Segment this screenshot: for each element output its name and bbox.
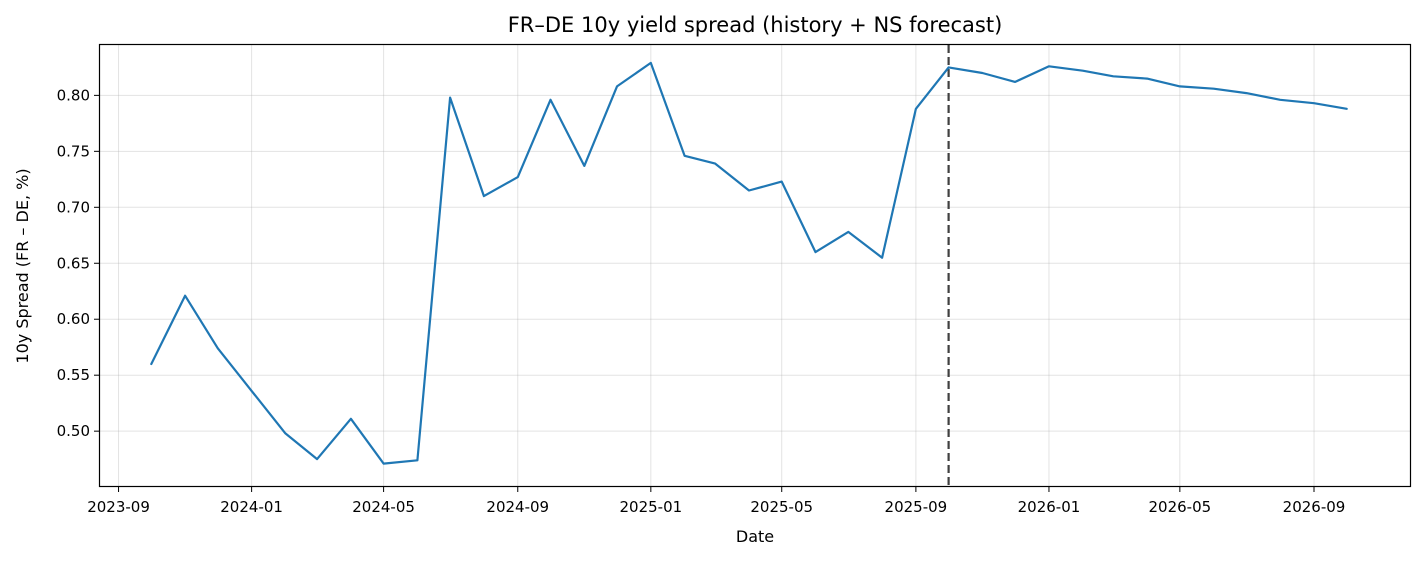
x-tick-label: 2024-01: [220, 498, 283, 516]
x-tick-label: 2025-01: [619, 498, 682, 516]
x-tick-label: 2023-09: [87, 498, 150, 516]
y-axis: 0.50 0.55 0.60 0.65 0.70 0.75 0.80: [57, 86, 100, 440]
y-tick-label: 0.65: [57, 254, 90, 272]
chart-title: FR–DE 10y yield spread (history + NS for…: [508, 13, 1003, 37]
x-tick-label: 2026-01: [1018, 498, 1081, 516]
x-tick-label: 2024-05: [352, 498, 415, 516]
y-tick-label: 0.60: [57, 310, 90, 328]
x-tick-label: 2025-05: [750, 498, 813, 516]
series-layer: [150, 61, 1348, 465]
plot-frame: [98, 43, 1412, 488]
y-tick-label: 0.50: [57, 422, 90, 440]
y-tick-label: 0.55: [57, 366, 90, 384]
spread-series-line: [150, 61, 1348, 465]
y-tick-label: 0.75: [57, 142, 90, 160]
y-axis-label: 10y Spread (FR – DE, %): [13, 168, 32, 363]
x-tick-label: 2026-05: [1149, 498, 1212, 516]
grid: [100, 45, 1410, 486]
x-tick-label: 2026-09: [1283, 498, 1346, 516]
x-axis: 2023-09 2024-01 2024-05 2024-09 2025-01 2025-…: [87, 486, 1345, 516]
x-axis-label: Date: [736, 527, 774, 546]
x-tick-label: 2024-09: [486, 498, 549, 516]
y-tick-label: 0.70: [57, 198, 90, 216]
x-tick-label: 2025-09: [885, 498, 948, 516]
y-tick-label: 0.80: [57, 86, 90, 104]
